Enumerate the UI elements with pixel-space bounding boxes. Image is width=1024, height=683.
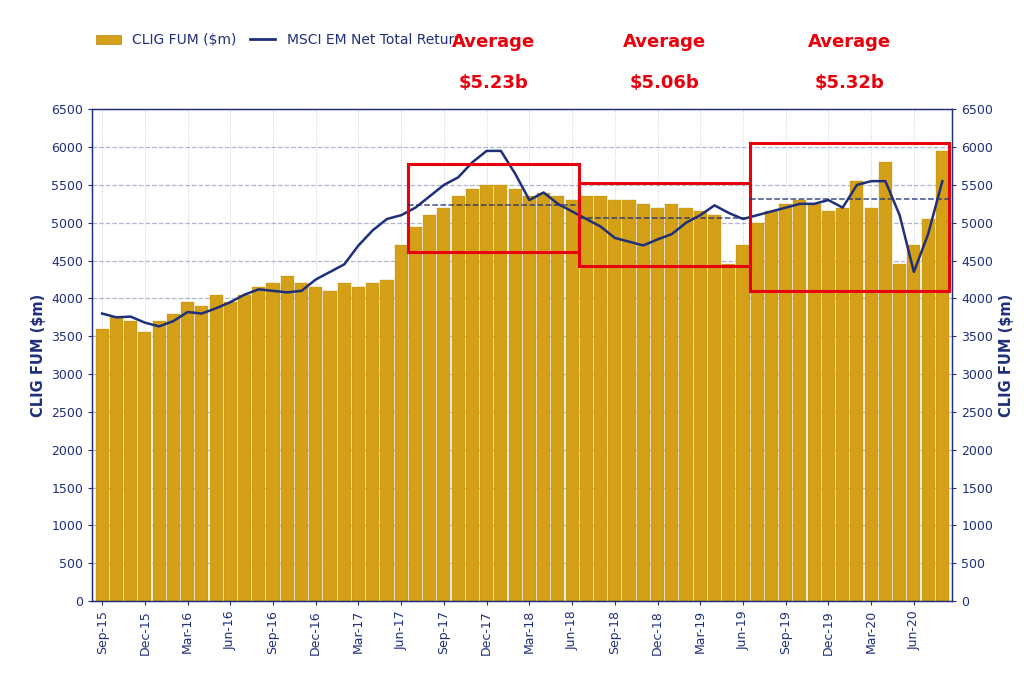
Bar: [808, 204, 820, 601]
Bar: [850, 181, 863, 601]
Bar: [551, 196, 564, 601]
Bar: [893, 264, 906, 601]
Bar: [452, 196, 465, 601]
Bar: [495, 185, 508, 601]
Bar: [409, 227, 422, 601]
Bar: [509, 189, 521, 601]
Bar: [295, 283, 308, 601]
Bar: [637, 204, 650, 601]
Bar: [837, 208, 849, 601]
Bar: [409, 164, 580, 251]
Bar: [196, 306, 208, 601]
Bar: [110, 318, 123, 601]
Bar: [580, 196, 593, 601]
Bar: [722, 264, 735, 601]
Bar: [623, 200, 636, 601]
Text: Average: Average: [808, 33, 891, 51]
Bar: [480, 185, 494, 601]
Bar: [537, 193, 550, 601]
Y-axis label: CLIG FUM ($m): CLIG FUM ($m): [998, 294, 1014, 417]
Text: Average: Average: [453, 33, 536, 51]
Y-axis label: CLIG FUM ($m): CLIG FUM ($m): [31, 294, 46, 417]
Bar: [666, 204, 678, 601]
Bar: [765, 212, 778, 601]
Bar: [252, 287, 265, 601]
Bar: [238, 294, 251, 601]
Bar: [879, 163, 892, 601]
Text: $5.06b: $5.06b: [630, 74, 699, 92]
Legend: CLIG FUM ($m), MSCI EM Net Total Return: CLIG FUM ($m), MSCI EM Net Total Return: [90, 28, 468, 53]
Bar: [167, 313, 180, 601]
Bar: [779, 204, 793, 601]
Bar: [751, 223, 764, 601]
Bar: [565, 200, 579, 601]
Bar: [608, 200, 622, 601]
Bar: [437, 208, 451, 601]
Bar: [594, 196, 607, 601]
Bar: [124, 321, 137, 601]
Bar: [708, 215, 721, 601]
Bar: [367, 283, 379, 601]
Bar: [338, 283, 351, 601]
Bar: [580, 182, 751, 266]
Bar: [680, 208, 692, 601]
Bar: [95, 329, 109, 601]
Bar: [281, 276, 294, 601]
Bar: [523, 196, 536, 601]
Bar: [394, 245, 408, 601]
Text: $5.23b: $5.23b: [459, 74, 528, 92]
Bar: [693, 212, 707, 601]
Bar: [922, 219, 935, 601]
Bar: [794, 200, 807, 601]
Bar: [153, 321, 166, 601]
Bar: [138, 333, 152, 601]
Bar: [324, 291, 337, 601]
Text: Average: Average: [623, 33, 707, 51]
Bar: [736, 245, 750, 601]
Text: $5.32b: $5.32b: [815, 74, 885, 92]
Bar: [751, 143, 949, 291]
Bar: [466, 189, 479, 601]
Bar: [864, 208, 878, 601]
Bar: [266, 283, 280, 601]
Bar: [822, 212, 835, 601]
Bar: [907, 245, 921, 601]
Bar: [936, 151, 949, 601]
Bar: [651, 208, 665, 601]
Bar: [309, 287, 323, 601]
Bar: [380, 279, 393, 601]
Bar: [224, 302, 237, 601]
Bar: [423, 215, 436, 601]
Bar: [352, 287, 365, 601]
Bar: [181, 302, 195, 601]
Bar: [210, 294, 222, 601]
